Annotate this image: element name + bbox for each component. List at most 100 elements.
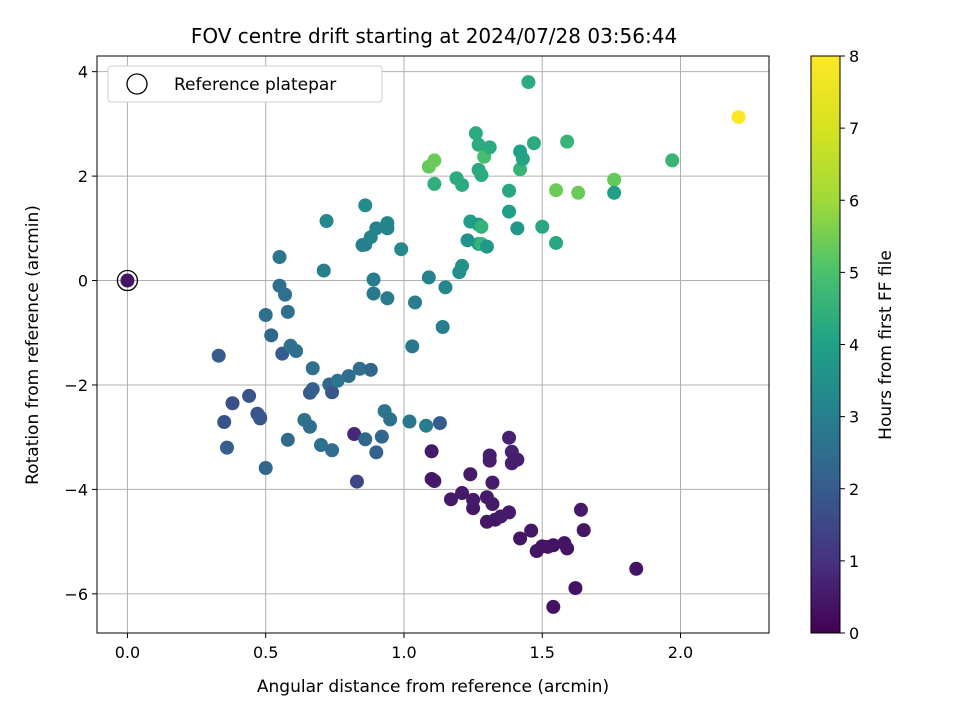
data-point [352,361,367,376]
data-point [427,153,442,168]
colorbar-tick-label: 0 [849,624,859,643]
data-point [432,416,447,431]
data-point [485,475,500,490]
data-point [573,502,588,517]
reference-point [116,269,139,292]
y-tick-label: −2 [64,376,88,395]
data-point [341,369,356,384]
data-point [629,561,644,576]
y-tick-label: 4 [78,63,88,82]
data-point [455,177,470,192]
legend-label: Reference platepar [174,75,336,95]
data-point [347,427,362,442]
colorbar-tick-label: 5 [849,263,859,282]
data-point [443,492,458,507]
plot-background [97,56,769,633]
x-tick-label: 0.5 [253,643,278,662]
data-point [549,183,564,198]
legend-marker-icon [126,73,148,95]
data-point [302,419,317,434]
y-tick-label: 0 [78,272,88,291]
y-tick-label: −6 [64,585,88,604]
data-point [466,492,481,507]
colorbar-tick-label: 3 [849,408,859,427]
colorbar-tick-label: 6 [849,191,859,210]
y-tick-label: 2 [78,167,88,186]
x-tick-label: 1.0 [391,643,416,662]
data-point [394,242,409,257]
data-point [607,172,622,187]
data-point [217,415,232,430]
data-point [463,467,478,482]
data-point [549,235,564,250]
colorbar-tick-label: 8 [849,47,859,66]
colorbar-ticks: 0 1 2 3 4 5 6 7 8 [840,47,859,643]
scatter-points [120,75,746,614]
data-point [419,418,434,433]
data-point [369,221,384,236]
data-point [219,440,234,455]
data-point [474,168,489,183]
chart-title: FOV centre drift starting at 2024/07/28 … [191,24,677,48]
data-point [264,328,279,343]
x-tick-label: 1.5 [530,643,555,662]
colorbar-tick-label: 7 [849,119,859,138]
data-point [363,362,378,377]
data-point [280,304,295,319]
data-point [485,497,500,512]
data-point [427,176,442,191]
data-point [427,474,442,489]
data-point [471,137,486,152]
data-point [535,219,550,234]
data-point [474,219,489,234]
y-axis-label: Rotation from reference (arcmin) [23,205,43,485]
data-point [211,348,226,363]
data-point [524,523,539,538]
data-point [402,414,417,429]
data-point [571,185,586,200]
data-point [225,396,240,411]
data-point [366,286,381,301]
colorbar: 0 1 2 3 4 5 6 7 8 Hours from first FF file [810,47,896,643]
plot-frame [96,55,770,634]
data-point [521,75,536,90]
x-tick-label: 2.0 [668,643,693,662]
y-axis-ticks: −6 −4 −2 0 2 4 [64,63,97,604]
data-point [330,373,345,388]
data-point [513,531,528,546]
data-point [305,361,320,376]
data-point [510,452,525,467]
data-point [120,273,135,288]
data-point [369,445,384,460]
data-point [358,432,373,447]
data-point [278,287,293,302]
colorbar-tick-label: 4 [849,336,859,355]
data-point [435,320,450,335]
data-point [380,221,395,236]
data-point [374,429,389,444]
y-tick-label: −4 [64,480,88,499]
data-point [366,272,381,287]
data-point [515,151,530,166]
colorbar-gradient [810,55,841,634]
data-point [314,438,328,453]
colorbar-tick-label: 1 [849,552,859,571]
data-point [731,110,746,125]
data-point [242,388,257,403]
data-point [325,385,340,400]
data-point [460,233,475,248]
data-point [560,134,575,149]
data-point [479,239,494,254]
data-point [665,153,680,168]
data-point [319,214,334,229]
data-point [510,221,525,236]
legend: Reference platepar [107,65,383,103]
data-point [502,204,517,219]
data-point [421,270,436,285]
data-point [502,505,517,520]
data-point [289,344,304,359]
data-point [305,382,320,397]
data-point [576,523,591,538]
data-point [424,444,439,459]
